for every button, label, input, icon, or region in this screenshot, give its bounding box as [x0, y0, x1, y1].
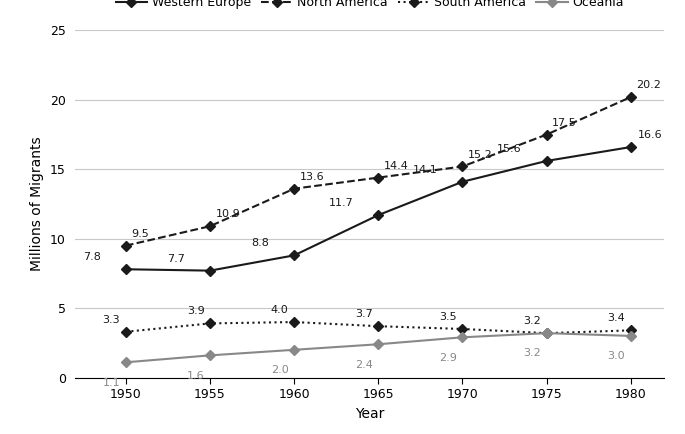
- Western Europe: [458, 179, 466, 184]
- South America: [543, 331, 551, 336]
- North America: [543, 132, 551, 137]
- South America: [627, 328, 635, 333]
- Text: 2.0: 2.0: [271, 365, 288, 375]
- Text: 3.0: 3.0: [608, 351, 625, 361]
- Text: 9.5: 9.5: [132, 229, 149, 239]
- Text: 14.4: 14.4: [384, 161, 409, 171]
- North America: [458, 164, 466, 169]
- Text: 10.9: 10.9: [216, 209, 240, 219]
- North America: [290, 186, 298, 191]
- Text: 3.2: 3.2: [523, 316, 541, 326]
- Line: South America: South America: [123, 319, 634, 337]
- North America: [374, 175, 382, 180]
- Oceania: [290, 347, 298, 352]
- Western Europe: [627, 145, 635, 150]
- Oceania: [543, 331, 551, 336]
- Text: 3.9: 3.9: [187, 306, 204, 316]
- Legend: Western Europe, North America, South America, Oceania: Western Europe, North America, South Ame…: [111, 0, 629, 14]
- Line: Western Europe: Western Europe: [123, 144, 634, 274]
- Text: 15.6: 15.6: [497, 144, 522, 154]
- Oceania: [374, 342, 382, 347]
- Text: 13.6: 13.6: [300, 172, 324, 182]
- Text: 3.4: 3.4: [608, 313, 625, 323]
- Line: Oceania: Oceania: [123, 330, 634, 366]
- Text: 17.5: 17.5: [552, 118, 577, 128]
- Text: 3.7: 3.7: [355, 309, 373, 319]
- Text: 15.2: 15.2: [468, 150, 493, 160]
- Text: 4.0: 4.0: [271, 305, 288, 315]
- Text: 20.2: 20.2: [636, 80, 661, 90]
- Text: 14.1: 14.1: [413, 165, 438, 175]
- South America: [206, 321, 214, 326]
- X-axis label: Year: Year: [356, 407, 384, 421]
- Text: 11.7: 11.7: [329, 198, 353, 208]
- Text: 2.4: 2.4: [355, 359, 373, 369]
- Text: 3.3: 3.3: [103, 315, 121, 325]
- Western Europe: [206, 268, 214, 273]
- South America: [290, 319, 298, 325]
- Oceania: [458, 335, 466, 340]
- Text: 7.8: 7.8: [83, 252, 101, 262]
- Western Europe: [374, 213, 382, 218]
- Oceania: [122, 360, 130, 365]
- Text: 3.5: 3.5: [439, 312, 457, 322]
- Text: 7.7: 7.7: [167, 254, 185, 264]
- North America: [122, 243, 130, 248]
- Text: 3.2: 3.2: [523, 349, 541, 358]
- North America: [206, 224, 214, 229]
- Western Europe: [290, 253, 298, 258]
- Line: North America: North America: [123, 94, 634, 249]
- Text: 8.8: 8.8: [251, 238, 269, 248]
- Text: 16.6: 16.6: [638, 130, 662, 140]
- Y-axis label: Millions of Migrants: Millions of Migrants: [30, 137, 45, 271]
- Text: 2.9: 2.9: [439, 352, 457, 362]
- North America: [627, 95, 635, 100]
- South America: [374, 324, 382, 329]
- Western Europe: [122, 266, 130, 272]
- Oceania: [206, 353, 214, 358]
- Oceania: [627, 333, 635, 339]
- Text: 1.6: 1.6: [187, 371, 204, 381]
- South America: [458, 326, 466, 332]
- Text: 1.1: 1.1: [103, 378, 121, 388]
- South America: [122, 329, 130, 334]
- Western Europe: [543, 158, 551, 164]
